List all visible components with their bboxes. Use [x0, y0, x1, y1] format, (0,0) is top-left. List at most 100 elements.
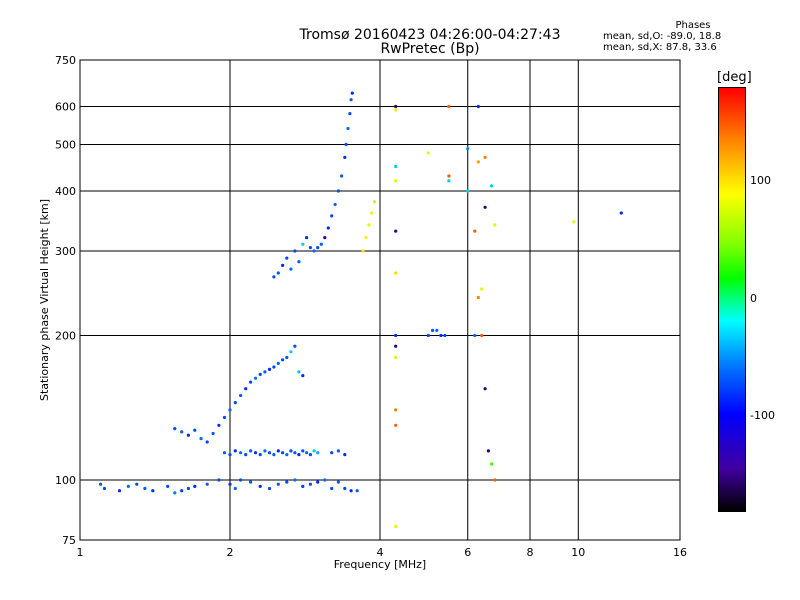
data-point	[217, 423, 221, 427]
data-point	[180, 489, 184, 493]
data-point	[343, 453, 347, 457]
data-point	[473, 333, 477, 338]
data-point	[253, 376, 258, 380]
data-point	[249, 380, 253, 384]
data-point	[228, 482, 232, 486]
data-point	[340, 174, 344, 178]
data-point	[336, 449, 340, 453]
data-point	[233, 449, 237, 453]
data-point	[239, 478, 243, 482]
data-point	[486, 449, 490, 453]
data-point	[364, 236, 368, 240]
phase-colorbar	[718, 87, 746, 512]
data-point	[272, 453, 276, 457]
data-point	[350, 91, 354, 95]
data-point	[394, 104, 398, 109]
y-tick-label: 300	[55, 245, 76, 258]
y-tick-label: 200	[55, 330, 76, 343]
data-points	[99, 91, 623, 529]
data-point	[253, 451, 258, 455]
x-tick-label: 6	[464, 546, 471, 559]
data-point	[244, 453, 248, 457]
data-point	[394, 355, 398, 360]
data-point	[493, 478, 497, 482]
data-point	[336, 189, 340, 193]
data-point	[394, 408, 398, 412]
data-point	[466, 189, 470, 193]
data-point	[435, 328, 439, 332]
data-point	[490, 184, 494, 188]
data-point	[316, 480, 320, 484]
data-point	[447, 104, 451, 109]
y-tick-label: 400	[55, 185, 76, 198]
data-point	[394, 271, 398, 275]
data-point	[249, 449, 253, 453]
data-point	[443, 333, 447, 338]
data-point	[233, 486, 237, 491]
data-point	[367, 223, 371, 227]
y-tick-label: 75	[62, 534, 76, 547]
stats-heading: Phases	[675, 20, 711, 31]
data-point	[426, 333, 430, 338]
data-point	[180, 430, 184, 434]
data-point	[394, 229, 398, 233]
grid-lines	[80, 60, 680, 540]
data-point	[394, 108, 398, 112]
data-point	[276, 449, 280, 453]
data-point	[263, 449, 267, 453]
data-point	[301, 374, 305, 378]
data-point	[173, 491, 177, 495]
data-point	[276, 271, 280, 275]
data-point	[228, 408, 232, 412]
data-point	[348, 112, 352, 116]
data-point	[330, 451, 334, 455]
data-point	[394, 423, 398, 427]
data-point	[281, 451, 285, 455]
data-point	[490, 462, 494, 466]
chart-title: Tromsø 20160423 04:26:00-04:27:43	[299, 27, 561, 43]
plot-frame	[79, 59, 681, 541]
data-point	[222, 415, 227, 420]
data-point	[193, 484, 197, 488]
data-point	[267, 451, 272, 455]
data-point	[336, 480, 340, 484]
x-tick-label: 4	[377, 546, 384, 559]
colorbar-unit: [deg]	[717, 70, 752, 85]
data-point	[267, 367, 272, 371]
data-point	[480, 287, 484, 291]
data-point	[217, 478, 221, 482]
data-point	[222, 451, 227, 455]
data-point	[349, 489, 353, 493]
data-point	[135, 482, 139, 486]
data-point	[344, 142, 348, 147]
data-point	[370, 211, 374, 215]
data-point	[346, 126, 350, 131]
x-axis-label: Frequency [MHz]	[334, 558, 426, 571]
x-tick-label: 1	[77, 546, 84, 559]
data-point	[289, 449, 293, 453]
data-point	[305, 451, 309, 455]
data-point	[326, 226, 330, 230]
data-point	[343, 155, 347, 159]
data-point	[619, 211, 623, 215]
data-point	[333, 202, 337, 207]
data-point	[343, 486, 347, 491]
data-point	[173, 427, 177, 431]
data-point	[297, 453, 301, 457]
data-point	[289, 350, 293, 354]
data-point	[349, 98, 353, 102]
data-point	[285, 453, 289, 457]
data-point	[323, 478, 327, 482]
data-point	[272, 275, 276, 279]
data-point	[394, 164, 398, 169]
data-point	[211, 431, 215, 436]
data-point	[372, 200, 377, 204]
data-point	[186, 486, 190, 491]
phase-stats: Phases mean, sd,O: -89.0, 18.8 mean, sd,…	[603, 20, 783, 53]
y-tick-label: 600	[55, 101, 76, 114]
x-tick-label: 16	[673, 546, 687, 559]
data-point	[143, 486, 147, 491]
data-point	[293, 344, 297, 348]
data-point	[301, 449, 305, 453]
y-tick-label: 750	[55, 54, 76, 67]
